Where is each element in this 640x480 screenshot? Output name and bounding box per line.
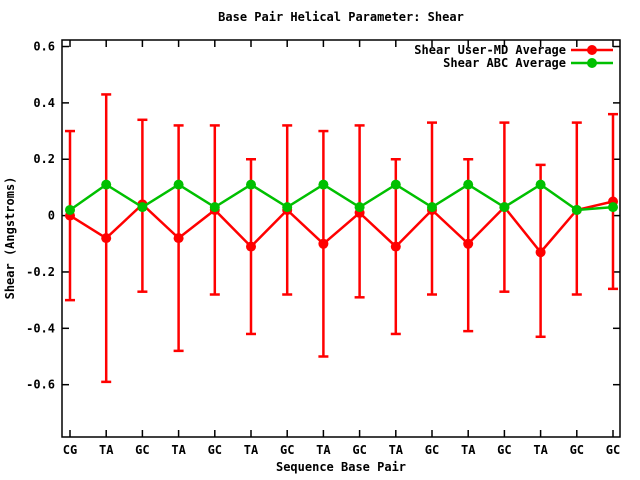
x-tick-label: GC — [570, 443, 584, 457]
data-point — [101, 179, 112, 190]
legend-label-abc: Shear ABC Average — [443, 56, 566, 70]
y-axis-label: Shear (Angstroms) — [3, 177, 17, 300]
plot-border — [61, 39, 621, 438]
data-point — [390, 241, 401, 252]
x-axis-label: Sequence Base Pair — [276, 460, 406, 474]
series-line — [69, 183, 614, 212]
series-abc — [65, 179, 618, 215]
data-point — [173, 233, 184, 244]
x-tick-label: GC — [135, 443, 149, 457]
y-tick-label: -0.2 — [26, 265, 55, 279]
legend-samples — [571, 45, 613, 68]
x-tick-label: TA — [533, 443, 548, 457]
x-tick-label: GC — [208, 443, 222, 457]
x-ticks: CG TA GC TA GC TA GC TA GC TA GC TA GC TA GC GC — [63, 40, 620, 457]
error-bars — [65, 93, 618, 384]
data-point — [318, 179, 329, 190]
x-tick-label: TA — [461, 443, 476, 457]
x-tick-label: GC — [497, 443, 511, 457]
data-point — [535, 179, 546, 190]
data-point — [571, 204, 582, 215]
series-line — [69, 200, 614, 255]
x-tick-label: CG — [63, 443, 77, 457]
y-tick-label: 0.2 — [33, 152, 55, 166]
data-point — [390, 179, 401, 190]
data-point — [137, 202, 148, 213]
data-point — [427, 202, 437, 213]
data-point — [173, 179, 184, 190]
data-point — [282, 202, 293, 213]
x-tick-label: TA — [389, 443, 404, 457]
y-tick-label: -0.4 — [26, 321, 55, 335]
y-ticks: 0.6 0.4 0.2 0 -0.2 -0.4 -0.6 — [26, 40, 620, 392]
data-point — [246, 241, 256, 252]
data-point — [535, 247, 546, 258]
chart-title: Base Pair Helical Parameter: Shear — [218, 10, 464, 24]
x-tick-label: GC — [606, 443, 620, 457]
data-point — [354, 202, 365, 213]
y-tick-label: 0.6 — [33, 40, 55, 54]
data-point — [209, 202, 220, 213]
y-tick-label: 0.4 — [33, 96, 55, 110]
x-tick-label: GC — [425, 443, 439, 457]
legend-label-user-md: Shear User-MD Average — [414, 43, 566, 57]
data-point — [463, 179, 474, 190]
data-point — [318, 238, 329, 249]
y-tick-label: -0.6 — [26, 378, 55, 392]
data-point — [246, 179, 256, 190]
data-point — [499, 202, 510, 213]
x-tick-label: TA — [99, 443, 114, 457]
data-point — [463, 238, 474, 249]
y-tick-label: 0 — [48, 209, 55, 223]
data-point — [65, 204, 75, 215]
x-tick-label: GC — [352, 443, 366, 457]
series-user-md — [65, 93, 618, 384]
plot-body: 0.6 0.4 0.2 0 -0.2 -0.4 -0.6 CG TA GC TA GC TA GC TA GC… — [26, 39, 621, 457]
x-tick-label: TA — [171, 443, 186, 457]
legend: Shear User-MD Average Shear ABC Average — [414, 43, 613, 70]
legend-marker — [587, 45, 597, 55]
legend-marker — [587, 58, 597, 68]
data-point — [608, 202, 618, 213]
x-tick-label: TA — [316, 443, 331, 457]
x-tick-label: TA — [244, 443, 259, 457]
x-tick-label: GC — [280, 443, 294, 457]
data-point — [101, 233, 112, 244]
